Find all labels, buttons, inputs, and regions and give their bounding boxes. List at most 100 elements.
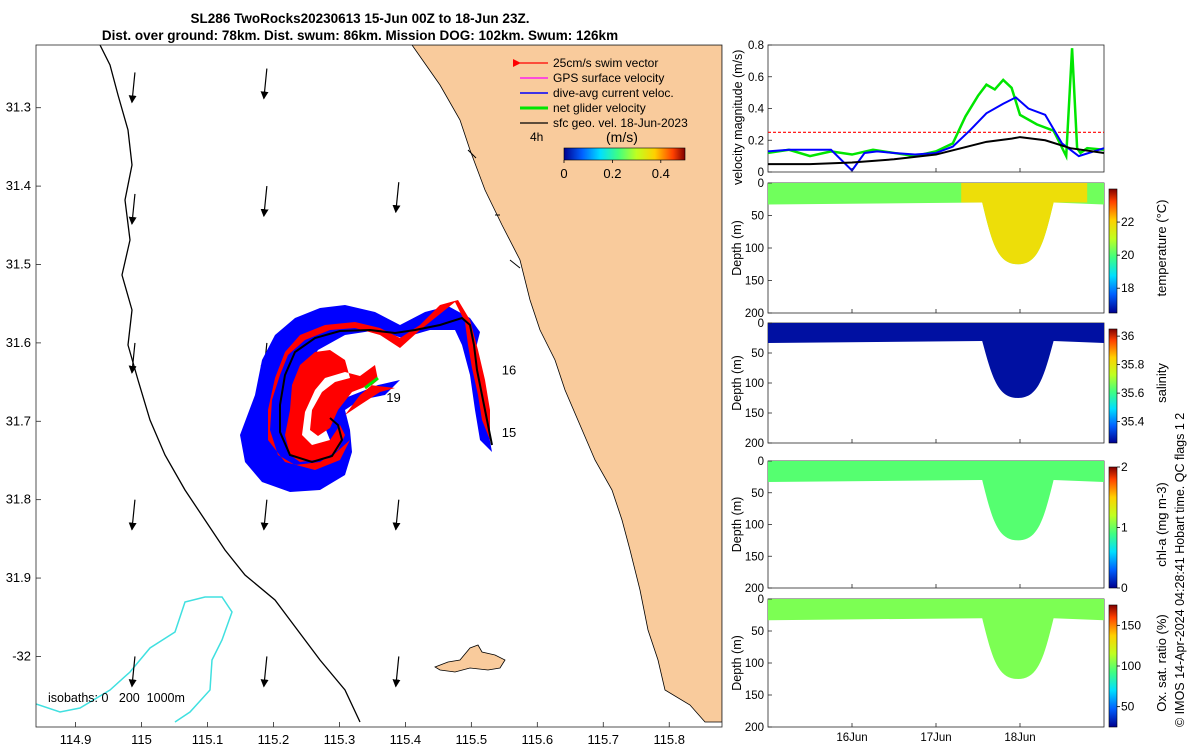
isobath-0m-line	[467, 149, 521, 269]
section-y-tick-label: 0	[758, 594, 764, 606]
geo-vector-arrow	[392, 656, 401, 688]
section-colorbar-tick-label: 50	[1121, 700, 1135, 714]
legend-geo-label: sfc geo. vel. 18-Jun-2023	[553, 116, 688, 130]
section-colorbar-tick-label: 36	[1121, 329, 1135, 343]
section-ylabel: Depth (m)	[730, 355, 744, 411]
section-colorbar	[1108, 604, 1118, 728]
velocity-series	[767, 48, 1105, 172]
geo-vector-arrow	[260, 656, 269, 688]
time-x-tick-label: 16Jun	[836, 732, 867, 744]
section-y-tick-label: 200	[745, 308, 764, 320]
map-colorbar-tick-label: 0	[560, 166, 567, 181]
land-mass	[411, 45, 722, 723]
section-y-tick-label: 100	[745, 243, 764, 255]
geo-vector-arrow	[260, 68, 269, 100]
section-y-tick-label: 200	[745, 438, 764, 450]
time-x-tick-label: 18Jun	[1004, 732, 1035, 744]
section-y-tick-label: 50	[751, 348, 764, 360]
colorbar-unit-label: (m/s)	[606, 129, 638, 145]
section-y-tick-label: 100	[745, 378, 764, 390]
section-ylabel: Depth (m)	[730, 497, 744, 553]
section-y-tick-label: 150	[745, 551, 764, 563]
section-colorbar-tick-label: 0	[1121, 581, 1128, 595]
section-data-fill	[768, 599, 1104, 679]
section-y-tick-label: 50	[751, 488, 764, 500]
map-frame	[35, 44, 723, 728]
track-label: 19	[386, 390, 400, 405]
section-ylabel: Depth (m)	[730, 220, 744, 276]
section-panel: 0 50 100 150 200 Depth (m) 50 100 150 Ox. sat. ra…	[730, 594, 1169, 734]
section-y-tick-label: 150	[745, 276, 764, 288]
geo-vector-arrow	[128, 193, 137, 225]
map-legend: 25cm/s swim vector GPS surface velocity …	[513, 56, 688, 181]
isobaths-label: isobaths: 0 200 1000m	[48, 691, 185, 705]
section-colorbar-tick-label: 100	[1121, 659, 1141, 673]
section-colorbar-tick-label: 150	[1121, 618, 1141, 632]
section-colorbar-tick-label: 1	[1121, 521, 1128, 535]
imos-side-note: © IMOS 14-Apr-2024 04:28:41 Hobart time.…	[1173, 413, 1187, 727]
map-x-tick-label: 115.7	[587, 732, 619, 747]
map-colorbar-tick-label: 0.2	[603, 166, 621, 181]
section-y-tick-label: 100	[745, 520, 764, 532]
section-colorbar-tick-label: 18	[1121, 281, 1135, 295]
legend-4h-label: 4h	[530, 130, 543, 144]
section-panel: 0 50 100 150 200 Depth (m) 35.4 35.6 35.8 36 salin…	[730, 318, 1169, 450]
map-colorbar-tick-label: 0.4	[652, 166, 670, 181]
velocity-y-tick-label: 0.2	[748, 135, 764, 147]
map-colorbar-ticks: 0 0.2 0.4	[560, 160, 670, 181]
map-x-tick-label: 115.1	[192, 732, 224, 747]
swim-vector-band	[268, 300, 490, 470]
map-x-tick-label: 115.3	[324, 732, 356, 747]
velocity-series-line	[767, 96, 1105, 172]
legend-gps-label: GPS surface velocity	[553, 71, 664, 85]
map-x-tick-label: 114.9	[60, 732, 92, 747]
section-y-tick-label: 50	[751, 626, 764, 638]
legend-swim-label: 25cm/s swim vector	[553, 56, 658, 70]
section-y-tick-label: 50	[751, 211, 764, 223]
geo-vector-arrow	[128, 499, 137, 531]
section-colorbar-tick-label: 20	[1121, 248, 1135, 262]
section-y-tick-label: 0	[758, 178, 764, 190]
map-y-tick-label: 31.9	[6, 570, 31, 585]
velocity-y-tick-label: 0.4	[748, 104, 765, 116]
section-colorbar-tick-label: 35.6	[1121, 386, 1145, 400]
geo-vector-arrow	[392, 182, 401, 214]
section-colorbar-label: temperature (°C)	[1154, 200, 1169, 297]
section-colorbar	[1108, 466, 1118, 589]
section-colorbar-tick-label: 35.4	[1121, 415, 1145, 429]
velocity-y-tick-label: 0.8	[748, 40, 764, 52]
net-glider-track	[279, 316, 493, 464]
track-labels: 15 16 19	[386, 362, 516, 440]
section-warm-core-fill	[961, 183, 1088, 265]
velocity-panel: 0 0.2 0.4 0.6 0.8 velocity magnitude (m/s)	[731, 40, 1105, 185]
legend-net-label: net glider velocity	[553, 101, 646, 115]
map-y-tick-label: 31.6	[6, 335, 31, 350]
map-y-tick-label: -32	[12, 648, 31, 663]
map-x-tick-label: 115.2	[258, 732, 290, 747]
section-colorbar-tick-label: 35.8	[1121, 358, 1145, 372]
chart-title-line2: Dist. over ground: 78km. Dist. swum: 86k…	[101, 28, 619, 43]
legend-dive-label: dive-avg current veloc.	[553, 86, 674, 100]
map-panel: 114.9 115 115.1 115.2 115.3 115.4 115.5 115.6 11…	[6, 44, 723, 747]
section-y-tick-label: 150	[745, 408, 764, 420]
velocity-ylabel: velocity magnitude (m/s)	[731, 50, 745, 185]
section-y-tick-label: 200	[745, 583, 764, 595]
velocity-series-line	[768, 136, 1105, 166]
chart-title-line1: SL286 TwoRocks20230613 15-Jun 00Z to 18-…	[190, 11, 530, 26]
track-label: 15	[502, 425, 516, 440]
map-x-tick-label: 115.4	[390, 732, 422, 747]
geo-vector-arrow	[128, 342, 137, 374]
section-colorbar	[1108, 188, 1118, 314]
geo-vector-arrow	[392, 499, 401, 531]
section-y-tick-label: 150	[745, 690, 764, 702]
section-y-tick-label: 0	[758, 456, 764, 468]
section-colorbar	[1108, 328, 1118, 444]
map-x-tick-label: 115.5	[456, 732, 488, 747]
geo-vector-arrow	[128, 72, 137, 104]
section-y-tick-label: 200	[745, 722, 764, 734]
map-y-tick-label: 31.7	[6, 413, 31, 428]
section-panel: 0 50 100 150 200 Depth (m) 0 1 2 chl-a (mg m-3)	[730, 456, 1169, 595]
map-x-tick-label: 115.8	[653, 732, 685, 747]
map-y-tick-label: 31.3	[6, 100, 31, 115]
